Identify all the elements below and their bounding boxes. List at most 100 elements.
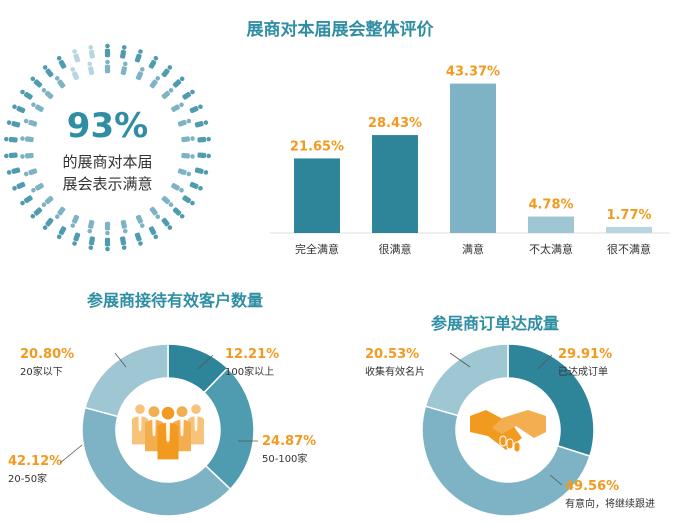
person-icon [182, 89, 195, 100]
bar-chart-title: 展商对本届展会整体评价 [246, 20, 434, 40]
slice-value-label: 24.87% [262, 434, 316, 449]
customer-count-donut: 12.21% 100家以上 24.87% 50-100家 42.12% 20-50家 20.… [8, 343, 316, 517]
person-icon [41, 87, 54, 100]
person-icon [120, 219, 128, 234]
slice-category-label: 100家以上 [225, 365, 274, 378]
person-icon [171, 182, 184, 193]
evaluation-bar-chart: 21.65% 完全满意 28.43% 很满意 43.37% 满意 4.78% 不太满意 1.77… [270, 65, 670, 256]
person-icon [181, 152, 195, 159]
person-icon [72, 49, 81, 63]
bar-value-label: 21.65% [290, 139, 344, 154]
bar-category-label: 不太满意 [529, 242, 573, 256]
donut-slice [81, 406, 232, 517]
person-icon [177, 118, 192, 127]
people-ring-icon [4, 43, 211, 252]
slice-category-label: 20-50家 [8, 472, 47, 485]
person-icon [120, 45, 127, 59]
satisfaction-ring-panel: 93% 的展商对本届 展会表示满意 [0, 40, 215, 255]
bar-value-label: 28.43% [368, 116, 422, 131]
leader-line [59, 444, 83, 464]
satisfaction-caption-line1: 的展商对本届 [62, 153, 153, 171]
bar-category-label: 很满意 [379, 242, 412, 256]
satisfaction-caption-line2: 展会表示满意 [62, 175, 153, 193]
person-icon [134, 232, 143, 246]
person-icon [54, 206, 66, 219]
person-icon [177, 168, 192, 177]
person-icon [181, 136, 195, 143]
person-icon [189, 181, 203, 191]
leader-line [549, 474, 563, 486]
person-icon [23, 118, 38, 127]
slice-category-label: 已达成订单 [558, 366, 608, 378]
bar [606, 226, 652, 233]
person-icon [148, 226, 159, 240]
donut1-title: 参展商接待有效客户数量 [86, 291, 263, 310]
person-icon [20, 89, 33, 100]
person-icon [104, 59, 111, 74]
person-icon [87, 219, 95, 234]
order-donut: 29.91% 已达成订单 49.56% 有意向，将继续跟进 20.53% 收集有效名片 [365, 343, 655, 517]
person-icon [149, 206, 161, 219]
person-icon [20, 152, 34, 159]
person-icon [120, 236, 127, 250]
slice-category-label: 有意向，将继续跟进 [565, 497, 655, 510]
leader-line [537, 354, 553, 370]
person-icon [23, 168, 38, 177]
donut-slice [421, 405, 591, 517]
person-icon [161, 65, 173, 78]
person-icon [194, 167, 209, 175]
person-icon [104, 237, 111, 252]
bar-category-label: 很不满意 [607, 242, 651, 256]
slice-value-label: 12.21% [225, 347, 279, 362]
person-icon [42, 65, 54, 78]
bar [294, 158, 340, 233]
person-icon [149, 76, 161, 89]
person-icon [56, 226, 67, 240]
satisfaction-value: 93% [66, 106, 149, 146]
person-icon [171, 102, 184, 113]
bar-category-label: 完全满意 [295, 242, 339, 256]
person-icon [182, 195, 195, 206]
person-icon [30, 76, 43, 88]
person-icon [70, 67, 80, 81]
person-icon [4, 136, 18, 143]
donut2-title: 参展商订单达成量 [430, 314, 559, 333]
slice-category-label: 20家以下 [20, 365, 63, 378]
bar [528, 216, 574, 233]
person-icon [41, 195, 54, 208]
slice-category-label: 50-100家 [262, 452, 307, 465]
bar [450, 83, 496, 233]
donut-slice [424, 343, 509, 417]
person-icon [42, 217, 54, 230]
person-icon [6, 167, 21, 175]
person-icon [20, 195, 33, 206]
person-icon [197, 152, 211, 159]
leader-line [197, 354, 214, 370]
slice-value-label: 49.56% [565, 479, 619, 494]
slice-category-label: 收集有效名片 [365, 365, 425, 378]
person-icon [56, 55, 67, 69]
business-people-icon [132, 404, 204, 460]
person-icon [172, 207, 185, 219]
person-icon [88, 45, 95, 59]
person-icon [54, 76, 66, 89]
slice-value-label: 29.91% [558, 347, 612, 362]
person-icon [70, 214, 80, 228]
bar-value-label: 1.77% [606, 208, 651, 223]
person-icon [88, 236, 95, 250]
person-icon [161, 195, 174, 208]
person-icon [135, 214, 145, 228]
person-icon [189, 104, 203, 114]
leader-line [114, 352, 127, 368]
bar-value-label: 43.37% [446, 65, 500, 80]
person-icon [12, 181, 26, 191]
person-icon [87, 61, 95, 76]
person-icon [135, 67, 145, 81]
person-icon [12, 104, 26, 114]
person-icon [134, 49, 143, 63]
person-icon [4, 152, 18, 159]
bar [372, 135, 418, 233]
person-icon [104, 221, 111, 236]
person-icon [104, 43, 111, 58]
person-icon [148, 55, 159, 69]
